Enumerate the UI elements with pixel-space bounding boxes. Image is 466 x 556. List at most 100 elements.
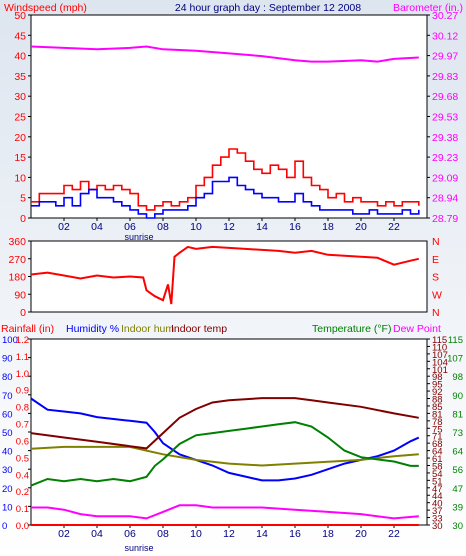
dewpoint-tick-label: 64 bbox=[452, 447, 463, 458]
rainfall-tick-label: 0.2 bbox=[16, 487, 29, 498]
compass-tick-label: N bbox=[432, 236, 440, 248]
windspeed-tick-label: 35 bbox=[14, 71, 26, 83]
barometer-tick-label: 29.97 bbox=[432, 51, 458, 63]
barometer-tick-label: 29.09 bbox=[432, 172, 458, 184]
windspeed-tick-label: 40 bbox=[14, 51, 26, 63]
time-tick-label: 16 bbox=[289, 528, 301, 540]
time-tick-label: 02 bbox=[58, 528, 70, 540]
barometer-tick-label: 29.38 bbox=[432, 132, 458, 144]
temp-tick-label: 51 bbox=[432, 476, 443, 487]
temp-tick-label: 68 bbox=[432, 439, 443, 450]
humidity-tick-label: 90 bbox=[2, 354, 13, 365]
windspeed-tick-label: 15 bbox=[14, 152, 26, 164]
direction-tick-label: 90 bbox=[14, 289, 26, 301]
dewpoint-tick-label: 56 bbox=[452, 465, 463, 476]
windspeed-tick-label: 30 bbox=[14, 91, 26, 103]
time-tick-label: 02 bbox=[58, 221, 70, 233]
legend-temperature: Temperature (°F) bbox=[312, 323, 391, 335]
humidity-tick-label: 20 bbox=[2, 484, 13, 495]
temp-tick-label: 104 bbox=[432, 357, 448, 368]
windspeed-tick-label: 20 bbox=[14, 132, 26, 144]
temp-tick-label: 88 bbox=[432, 395, 443, 406]
sunrise-label-bottom: sunrise bbox=[124, 543, 153, 553]
humidity-tick-label: 70 bbox=[2, 391, 13, 402]
temp-tick-label: 107 bbox=[432, 350, 448, 361]
time-tick-label: 06 bbox=[124, 528, 136, 540]
time-tick-label: 04 bbox=[91, 221, 103, 233]
temp-tick-label: 85 bbox=[432, 402, 443, 413]
temp-tick-label: 33 bbox=[432, 514, 443, 525]
rainfall-tick-label: 0.0 bbox=[16, 521, 29, 532]
barometer-tick-label: 29.83 bbox=[432, 71, 458, 83]
compass-tick-label: N bbox=[432, 307, 440, 319]
legend-humidity: Humidity % bbox=[66, 323, 119, 335]
windspeed-tick-label: 45 bbox=[14, 30, 26, 42]
temp-tick-label: 75 bbox=[432, 424, 443, 435]
rainfall-tick-label: 0.7 bbox=[16, 420, 29, 431]
barometer-tick-label: 29.68 bbox=[432, 91, 458, 103]
windspeed-tick-label: 25 bbox=[14, 112, 26, 124]
barometer-tick-label: 29.53 bbox=[432, 112, 458, 124]
temp-tick-label: 98 bbox=[432, 372, 443, 383]
windspeed-tick-label: 5 bbox=[20, 193, 26, 205]
rainfall-tick-label: 1.2 bbox=[16, 335, 29, 346]
legend-dew-point: Dew Point bbox=[393, 323, 441, 335]
compass-tick-label: S bbox=[432, 272, 439, 284]
time-tick-label: 12 bbox=[223, 528, 235, 540]
windspeed-tick-label: 10 bbox=[14, 172, 26, 184]
windspeed-plot-area bbox=[30, 14, 428, 219]
temp-tick-label: 37 bbox=[432, 506, 443, 517]
temp-tick-label: 92 bbox=[432, 387, 443, 398]
direction-tick-label: 270 bbox=[8, 254, 26, 266]
windspeed-tick-label: 50 bbox=[14, 10, 26, 22]
temp-tick-label: 81 bbox=[432, 409, 443, 420]
direction-tick-label: 360 bbox=[8, 236, 26, 248]
rainfall-tick-label: 0.1 bbox=[16, 504, 29, 515]
right-axis-title-barometer: Barometer (in.) bbox=[393, 2, 463, 14]
temp-tick-label: 54 bbox=[432, 469, 443, 480]
temp-tick-label: 78 bbox=[432, 417, 443, 428]
rainfall-tick-label: 0.9 bbox=[16, 386, 29, 397]
humidity-tick-label: 30 bbox=[2, 465, 13, 476]
temp-tick-label: 61 bbox=[432, 454, 443, 465]
rainfall-tick-label: 0.6 bbox=[16, 436, 29, 447]
barometer-tick-label: 30.27 bbox=[432, 10, 458, 22]
rainfall-tick-label: 1.0 bbox=[16, 369, 29, 380]
temp-tick-label: 71 bbox=[432, 432, 443, 443]
time-tick-label: 12 bbox=[223, 221, 235, 233]
time-tick-label: 20 bbox=[355, 221, 367, 233]
time-tick-label: 14 bbox=[256, 221, 268, 233]
humidity-temp-plot-area bbox=[30, 338, 428, 526]
series-line-dew-point bbox=[31, 504, 419, 520]
rainfall-tick-label: 0.8 bbox=[16, 403, 29, 414]
rainfall-axis-title: Rainfall (in) bbox=[1, 323, 54, 335]
series-line-indoor-temp bbox=[30, 397, 419, 450]
dewpoint-tick-label: 39 bbox=[452, 502, 463, 513]
direction-tick-label: 0 bbox=[20, 307, 26, 319]
windspeed-tick-label: 0 bbox=[20, 213, 26, 225]
temp-tick-label: 44 bbox=[432, 491, 443, 502]
humidity-tick-label: 0 bbox=[2, 521, 7, 532]
time-tick-label: 22 bbox=[388, 221, 400, 233]
rainfall-tick-label: 0.5 bbox=[16, 453, 29, 464]
time-tick-label: 18 bbox=[322, 528, 334, 540]
temp-tick-label: 40 bbox=[432, 499, 443, 510]
temp-tick-label: 64 bbox=[432, 447, 443, 458]
barometer-tick-label: 30.12 bbox=[432, 30, 458, 42]
dewpoint-tick-label: 47 bbox=[452, 484, 463, 495]
series-line-wind-direction bbox=[30, 245, 420, 305]
dewpoint-tick-label: 98 bbox=[452, 372, 463, 383]
legend-indoor-temp: Indoor temp bbox=[171, 323, 227, 335]
dewpoint-tick-label: 73 bbox=[452, 428, 463, 439]
direction-tick-label: 180 bbox=[8, 272, 26, 284]
compass-tick-label: E bbox=[432, 254, 439, 266]
humidity-tick-label: 50 bbox=[2, 428, 13, 439]
time-tick-label: 20 bbox=[355, 528, 367, 540]
time-tick-label: 14 bbox=[256, 528, 268, 540]
temp-tick-label: 115 bbox=[432, 335, 447, 346]
barometer-tick-label: 28.79 bbox=[432, 213, 458, 225]
temp-tick-label: 30 bbox=[432, 521, 443, 532]
series-line-temperature-f- bbox=[30, 421, 419, 487]
sunrise-label-top: sunrise bbox=[124, 232, 153, 242]
